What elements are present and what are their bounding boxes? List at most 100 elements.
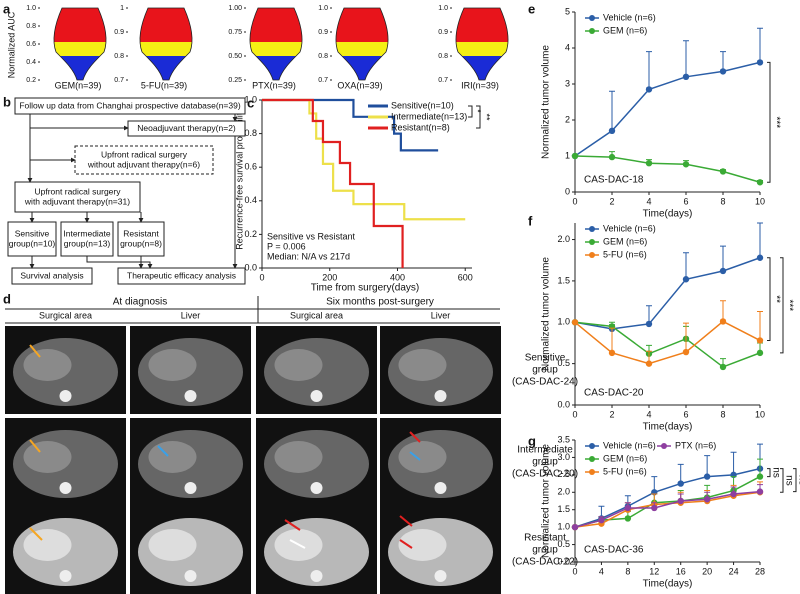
y-axis-label: Normalized tumor volume [541,257,552,371]
flow-text: Resistant [123,228,159,238]
y-tick-label: 1 [565,150,570,160]
x-tick-label: 0 [572,409,577,419]
x-tick-label: 4 [646,409,651,419]
significance: *** [770,116,781,128]
legend-label: GEM (n=6) [603,236,647,246]
row-label: Intermediate [517,445,573,456]
flow-text: Therapeutic efficacy analysis [127,270,236,280]
x-tick-label: 600 [458,272,473,282]
scan-spine [310,390,323,402]
legend-label: Vehicle (n=6) [603,223,656,233]
y-tick-label: 0.6 [26,41,36,48]
scan-spine [434,570,447,582]
legend-label: Intermediate(n=13) [391,111,467,121]
panel-label: d [3,291,11,306]
image-arrow [409,451,421,461]
data-point [677,480,684,487]
y-tick-label: 1.5 [557,504,570,514]
flow-box [117,267,246,285]
flow-text: group(n=13) [64,238,111,248]
data-point [703,473,711,480]
row-label: group [532,457,558,468]
data-point [756,337,764,344]
data-point [682,348,690,356]
x-tick-label: 28 [755,566,765,576]
data-point [571,152,579,160]
annotation: Median: N/A vs 217d [267,251,350,261]
y-tick-label: 0.25 [228,77,242,84]
scan-spine [184,482,197,494]
violin-border [53,7,107,81]
legend-label: Resistant(n=8) [391,122,450,132]
y-tick-label: 0.5 [557,539,570,549]
x-tick-label: 8 [720,409,725,419]
x-tick-label: 10 [755,196,765,206]
violin-low [336,56,388,80]
annotation: Sensitive vs Resistant [267,231,356,241]
data-point [756,179,764,186]
image-arrow [29,527,43,541]
category-label: 5-FU(n=39) [141,80,187,90]
x-tick-label: 0 [259,272,264,282]
legend-swatch [589,469,595,475]
error-bar [646,51,652,90]
scan-spine [434,482,447,494]
y-tick-label: 1.00 [228,5,242,12]
violin-high [54,8,106,42]
column-header: Surgical area [290,310,343,320]
scan-organ [398,349,447,381]
panel-label: c [247,95,254,110]
data-point [756,349,764,357]
y-tick-label: 1.0 [438,5,448,12]
x-tick-label: 24 [729,566,739,576]
error-bar [720,245,726,271]
error-bar [720,300,726,322]
error-bar [757,222,763,258]
y-tick-label: 1.0 [318,5,328,12]
y-tick-label: 0.9 [318,29,328,36]
violin-high [140,8,192,42]
y-tick-label: 0.8 [438,53,448,60]
flow-text: group(n=10) [9,238,56,248]
significance: *** [783,299,794,311]
x-tick-label: 10 [755,409,765,419]
data-point [682,276,690,283]
panel-label: e [528,1,535,16]
y-tick-label: 0.4 [244,195,257,205]
violin-low [54,56,106,80]
y-tick-label: 3 [565,78,570,88]
image-arrow [29,344,41,358]
series-line [574,467,761,528]
legend-swatch [589,226,595,232]
section-header: At diagnosis [113,297,167,308]
image-arrow [29,439,41,453]
bracket [468,105,473,118]
y-tick-label: 1.0 [26,5,36,12]
x-tick-label: 6 [683,196,688,206]
data-point [719,267,727,275]
y-tick-label: 1.0 [244,94,257,104]
x-tick-label: 6 [683,409,688,419]
x-axis-label: Time(days) [643,422,693,433]
x-tick-label: 200 [322,272,337,282]
section-header: Six months post-surgery [326,297,434,308]
legend-swatch [589,28,595,34]
scan-organ [23,349,72,381]
bracket [780,257,784,354]
x-tick-label: 8 [625,566,630,576]
error-bar [609,90,615,131]
x-tick-label: 12 [649,566,659,576]
legend-label: Sensitive(n=10) [391,100,454,110]
row-label: Resistant [524,533,566,544]
y-axis-label: Recurrence-free survival probability [234,108,244,250]
panel-label: a [3,1,11,16]
x-tick-label: 8 [720,196,725,206]
violin-low [456,56,508,80]
violin-low [250,56,302,80]
row-label: group [532,365,558,376]
flow-box [14,181,141,213]
flow-text: without adjuvant therapy(n=6) [87,159,200,169]
y-tick-label: 0 [565,186,570,196]
scan-organ [148,529,197,561]
legend-swatch [589,15,595,21]
